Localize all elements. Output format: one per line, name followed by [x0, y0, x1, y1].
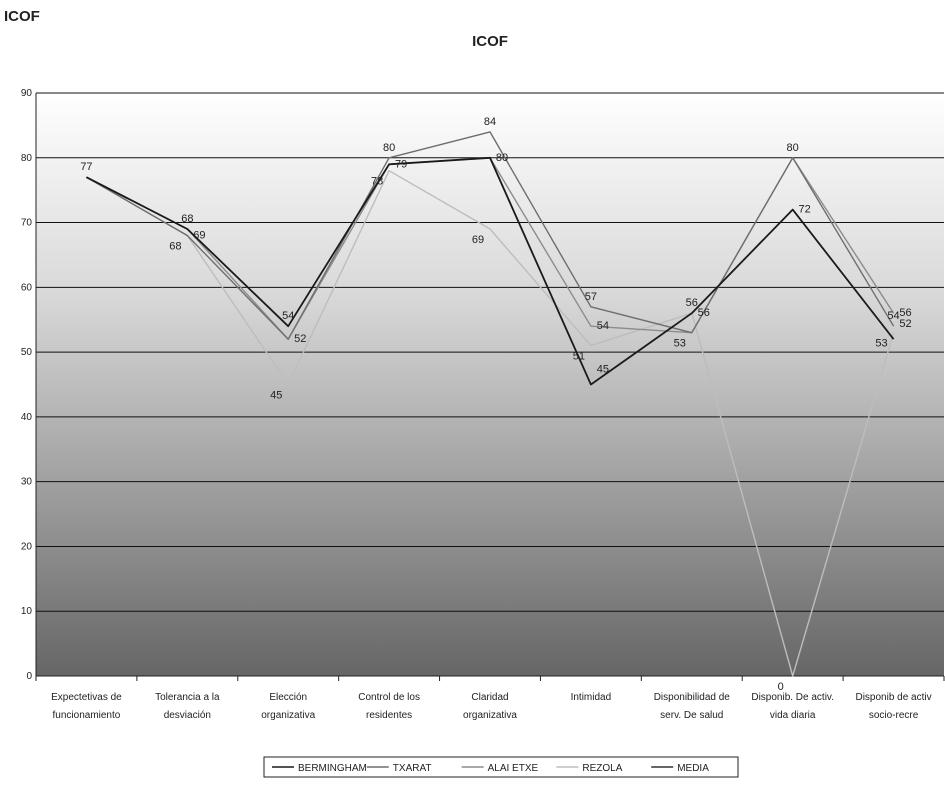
data-label: 0: [778, 681, 784, 693]
data-label: 68: [181, 213, 193, 225]
legend-entry: BERMINGHAM: [298, 763, 367, 774]
data-label: 80: [496, 152, 508, 164]
x-tick-label: residentes: [366, 710, 412, 721]
axes: 0 10 20 30 40 50 60 70 80 90 Expectetivas de funcio…: [21, 88, 945, 721]
corner-title: ICOF: [4, 8, 40, 25]
x-tick-label: Intimidad: [571, 692, 612, 703]
data-label: 69: [472, 234, 484, 246]
data-label: 84: [484, 116, 496, 128]
data-label: 69: [193, 230, 205, 242]
y-tick-label: 20: [21, 541, 33, 552]
series-line-0: [85, 156, 895, 386]
y-tick-label: 10: [21, 606, 33, 617]
chart-title: ICOF: [472, 33, 508, 50]
legend-entry: MEDIA: [677, 763, 709, 774]
y-tick-label: 80: [21, 153, 33, 164]
y-tick-label: 40: [21, 412, 33, 423]
legend-entry: TXARAT: [393, 763, 432, 774]
data-label: 77: [80, 161, 92, 173]
data-label: 78: [371, 176, 383, 188]
x-tick-label: Disponib. De activ.: [751, 692, 834, 703]
data-label: 57: [585, 291, 597, 303]
data-labels: 7768696854524580797884806957545145565653…: [80, 116, 911, 693]
data-label: 54: [282, 310, 294, 322]
data-label: 79: [395, 158, 407, 170]
y-tick-label: 0: [26, 671, 32, 682]
series-line-1: [86, 131, 895, 340]
y-tick-label: 60: [21, 282, 33, 293]
data-label: 72: [799, 204, 811, 216]
x-tick-label: organizativa: [261, 710, 315, 721]
plot-area: [36, 93, 944, 676]
x-tick-label: Elección: [269, 692, 307, 703]
data-label: 54: [597, 320, 609, 332]
x-tick-label: Claridad: [471, 692, 508, 703]
y-tick-label: 50: [21, 347, 33, 358]
data-label: 45: [597, 364, 609, 376]
x-tick-label: Expectetivas de: [51, 692, 122, 703]
series-line-3: [86, 169, 895, 677]
data-label: 80: [787, 142, 799, 154]
x-tick-label: vida diaria: [770, 710, 816, 721]
data-label: 51: [573, 351, 585, 363]
data-label: 52: [899, 318, 911, 330]
y-tick-label: 30: [21, 477, 33, 488]
data-label: 52: [294, 333, 306, 345]
x-tick-label: organizativa: [463, 710, 517, 721]
data-label: 80: [383, 142, 395, 154]
x-tick-label: Control de los: [358, 692, 420, 703]
y-tick-label: 70: [21, 218, 33, 229]
legend-entry: REZOLA: [582, 763, 622, 774]
x-tick-label: desviación: [164, 710, 211, 721]
y-tick-label: 90: [21, 88, 33, 99]
x-tick-label: socio-recre: [869, 710, 919, 721]
x-tick-label: Disponibilidad de: [654, 692, 731, 703]
data-label: 68: [169, 241, 181, 253]
x-tick-label: Disponib de activ: [855, 692, 931, 703]
data-label: 45: [270, 390, 282, 402]
data-label: 56: [899, 307, 911, 319]
data-label: 53: [674, 338, 686, 350]
legend-entry: ALAI ETXE: [488, 763, 539, 774]
x-tick-label: funcionamiento: [53, 710, 121, 721]
data-label: 56: [686, 297, 698, 309]
data-label: 56: [698, 307, 710, 319]
x-tick-label: serv. De salud: [660, 710, 723, 721]
data-label: 53: [875, 338, 887, 350]
data-label: 54: [887, 310, 899, 322]
legend-box: [263, 756, 739, 778]
legend: BERMINGHAM TXARAT ALAI ETXE REZOLA MEDIA: [263, 756, 739, 778]
x-tick-label: Tolerancia a la: [155, 692, 220, 703]
series-lines: [85, 131, 895, 677]
